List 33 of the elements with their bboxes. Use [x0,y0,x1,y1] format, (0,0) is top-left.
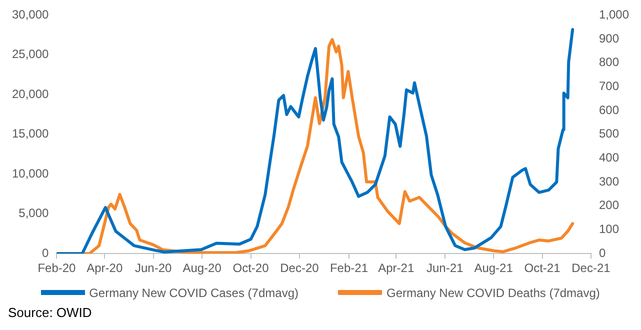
y2-tick-label: 300 [598,174,620,188]
x-tick-label: Dec-21 [572,261,611,276]
y2-tick-label: 200 [598,198,620,212]
x-tick-label: Aug-21 [474,261,514,276]
y2-tick-label: 100 [598,222,620,236]
x-tick-label: Apr-20 [86,261,123,276]
y2-tick-label: 400 [598,150,620,165]
y2-tick-label: 800 [598,55,620,70]
y2-tick-label: 600 [598,102,620,117]
x-tick-label: Feb-20 [38,261,76,276]
x-tick-label: Jun-20 [134,261,172,276]
legend-label: Germany New COVID Deaths (7dmavg) [386,286,600,300]
x-tick-label: Aug-20 [182,261,222,276]
x-tick-label: Jun-21 [426,261,464,276]
y2-tick-label: 1,000 [598,8,630,22]
y-tick-label: 25,000 [12,47,50,62]
x-tick-label: Apr-21 [378,261,414,276]
y2-tick-label: 700 [598,79,620,94]
x-tick-label: Feb-21 [330,261,368,276]
legend-label: Germany New COVID Cases (7dmavg) [89,286,298,300]
x-tick-label: Dec-20 [280,261,320,276]
y2-tick-label: 500 [598,126,620,141]
y-tick-label: 30,000 [12,8,50,22]
x-tick-label: Oct-21 [524,261,561,276]
x-tick-label: Oct-20 [232,261,270,276]
y2-tick-label: 900 [598,31,620,46]
y2-tick-label: 0 [598,246,606,260]
y-tick-label: 0 [42,246,50,260]
y-tick-label: 15,000 [12,126,50,141]
y-tick-label: 10,000 [12,166,50,180]
source-note: Source: OWID [8,305,92,320]
y-tick-label: 5,000 [18,206,50,220]
y-tick-label: 20,000 [12,86,50,101]
